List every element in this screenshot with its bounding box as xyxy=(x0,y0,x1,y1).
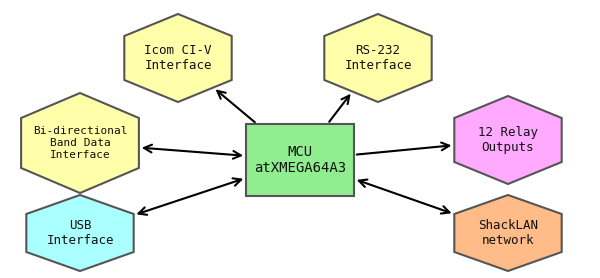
Text: RS-232
Interface: RS-232 Interface xyxy=(344,44,412,72)
Text: Icom CI-V
Interface: Icom CI-V Interface xyxy=(144,44,212,72)
FancyBboxPatch shape xyxy=(246,124,354,196)
Text: 12 Relay
Outputs: 12 Relay Outputs xyxy=(478,126,538,154)
Polygon shape xyxy=(454,195,562,271)
Text: Bi-directional
Band Data
Interface: Bi-directional Band Data Interface xyxy=(33,126,127,160)
Polygon shape xyxy=(124,14,232,102)
Text: MCU
atXMEGA64A3: MCU atXMEGA64A3 xyxy=(254,145,346,175)
Polygon shape xyxy=(325,14,431,102)
Text: USB
Interface: USB Interface xyxy=(46,219,114,247)
Polygon shape xyxy=(454,96,562,184)
Text: ShackLAN
network: ShackLAN network xyxy=(478,219,538,247)
Polygon shape xyxy=(21,93,139,193)
Polygon shape xyxy=(26,195,134,271)
